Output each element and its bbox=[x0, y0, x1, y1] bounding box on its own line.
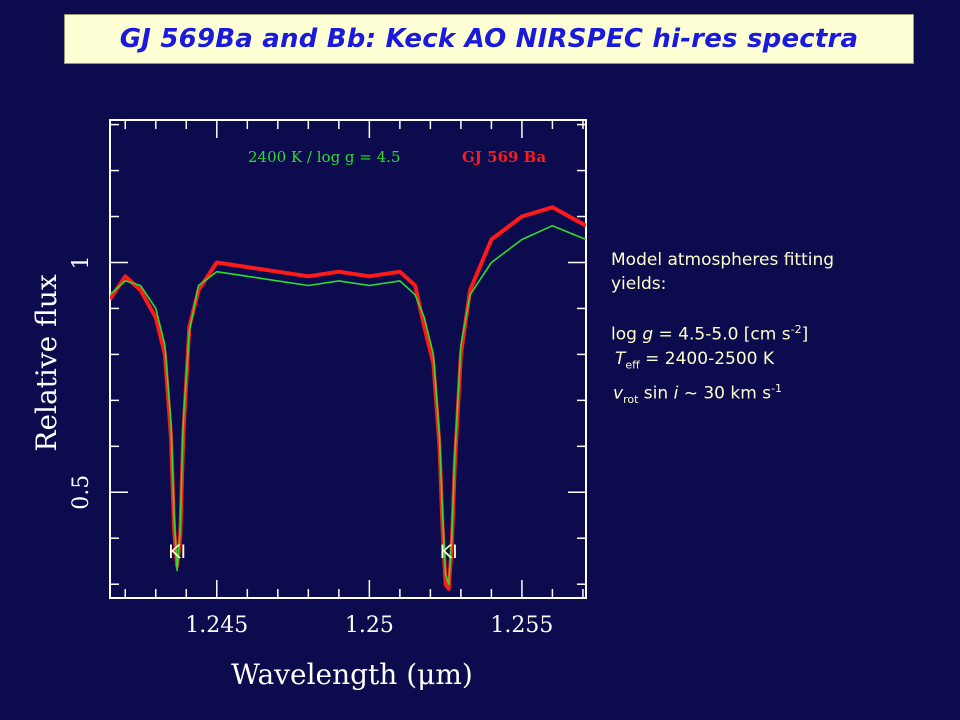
title-box: GJ 569Ba and Bb: Keck AO NIRSPEC hi-res … bbox=[64, 14, 914, 64]
plot-area: 1.245 1.25 1.255 0.5 1 Wavelength (μm) Relativ… bbox=[30, 119, 587, 691]
notes-line-2: yields: bbox=[611, 274, 667, 294]
x-tick-label: 1.245 bbox=[185, 613, 248, 638]
teff-result: Teff = 2400-2500 K bbox=[615, 348, 775, 372]
x-tick-label: 1.255 bbox=[490, 613, 553, 638]
x-tick-label: 1.25 bbox=[345, 613, 394, 638]
y-axis-label: Relative flux bbox=[30, 274, 63, 452]
logg-result: log g = 4.5-5.0 [cm s-2] bbox=[611, 323, 809, 345]
page-title: GJ 569Ba and Bb: Keck AO NIRSPEC hi-res … bbox=[119, 24, 859, 54]
plot-frame bbox=[109, 119, 587, 599]
ki-line-label: KI bbox=[168, 541, 186, 563]
x-axis-label: Wavelength (μm) bbox=[231, 658, 473, 691]
legend-model: 2400 K / log g = 4.5 bbox=[248, 148, 401, 166]
legend-observed: GJ 569 Ba bbox=[462, 148, 546, 166]
vrot-result: vrot sin i ~ 30 km s-1 bbox=[613, 382, 783, 407]
y-tick-label: 0.5 bbox=[69, 475, 94, 510]
model-spectrum-line bbox=[110, 224, 586, 585]
observed-spectrum-line bbox=[110, 205, 586, 591]
fit-results: Model atmospheres fitting yields: log g … bbox=[611, 248, 931, 412]
ki-line-label: KI bbox=[440, 541, 458, 563]
y-tick-label: 1 bbox=[69, 255, 94, 269]
notes-line-1: Model atmospheres fitting bbox=[611, 250, 835, 270]
